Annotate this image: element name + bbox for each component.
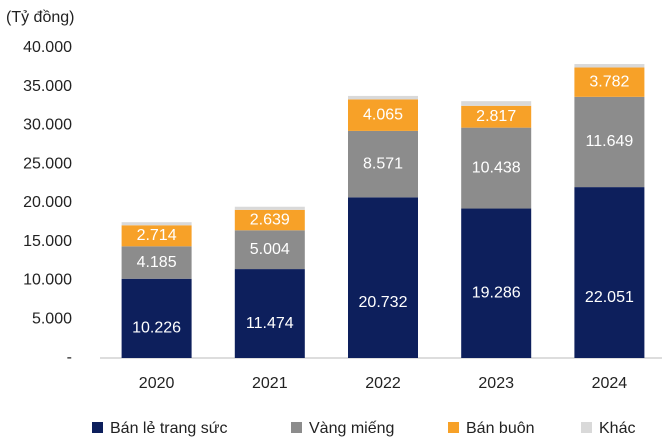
x-tick-label: 2022 xyxy=(365,375,401,392)
y-axis-title: (Tỷ đồng) xyxy=(6,9,74,26)
data-label: 19.286 xyxy=(472,284,521,301)
bar-segment xyxy=(461,208,532,358)
y-tick-label: 25.000 xyxy=(23,155,72,172)
y-tick-label: - xyxy=(67,349,72,366)
bar-segment xyxy=(574,187,645,358)
bar-segment xyxy=(348,130,418,198)
data-label: 8.571 xyxy=(363,155,403,172)
x-tick-label: 2024 xyxy=(592,375,628,392)
bar-segment xyxy=(121,246,192,279)
bar-segment xyxy=(461,127,532,209)
data-label: 4.065 xyxy=(363,106,403,123)
bar-segment xyxy=(121,222,192,226)
data-label: 4.185 xyxy=(137,254,177,271)
y-tick-label: 15.000 xyxy=(23,233,72,250)
bar-segment xyxy=(234,209,305,231)
bar-segment xyxy=(121,225,192,247)
bar-segment xyxy=(461,105,532,128)
data-label: 20.732 xyxy=(359,294,408,311)
bar-segment xyxy=(234,230,305,270)
bar-segment xyxy=(121,278,192,358)
y-tick-label: 30.000 xyxy=(23,117,72,134)
y-tick-label: 10.000 xyxy=(23,272,72,289)
data-label: 11.474 xyxy=(246,315,294,332)
bar-segment xyxy=(574,96,645,188)
bar-segment xyxy=(574,64,645,68)
y-tick-label: 40.000 xyxy=(23,39,72,56)
legend-swatch xyxy=(92,422,103,433)
data-label: 22.051 xyxy=(585,289,634,306)
data-label: 2.817 xyxy=(476,108,516,125)
legend-swatch xyxy=(448,422,459,433)
bar-segment xyxy=(348,99,418,131)
data-label: 2.714 xyxy=(137,227,177,244)
bar-segment xyxy=(348,197,418,358)
y-tick-label: 5.000 xyxy=(32,310,72,327)
legend-label: Khác xyxy=(599,420,635,437)
x-tick-label: 2023 xyxy=(478,375,514,392)
bar-segment xyxy=(461,101,532,106)
bar-segment xyxy=(234,269,305,358)
data-label: 2.639 xyxy=(250,211,290,228)
data-label: 10.226 xyxy=(132,320,181,337)
bar-segment xyxy=(574,67,645,97)
data-label: 3.782 xyxy=(589,73,629,90)
legend-swatch xyxy=(581,422,592,433)
data-label: 5.004 xyxy=(250,241,290,258)
y-tick-label: 35.000 xyxy=(23,78,72,95)
legend-label: Bán lẻ trang sức xyxy=(110,420,227,437)
legend-label: Bán buôn xyxy=(466,420,535,437)
bar-segment xyxy=(234,206,305,210)
bar-segment xyxy=(348,95,418,100)
data-label: 10.438 xyxy=(472,159,521,176)
x-tick-label: 2020 xyxy=(139,375,175,392)
x-tick-label: 2021 xyxy=(252,375,288,392)
data-label: 11.649 xyxy=(586,133,634,150)
legend-label: Vàng miếng xyxy=(309,420,394,437)
y-tick-label: 20.000 xyxy=(23,194,72,211)
legend-swatch xyxy=(291,422,302,433)
